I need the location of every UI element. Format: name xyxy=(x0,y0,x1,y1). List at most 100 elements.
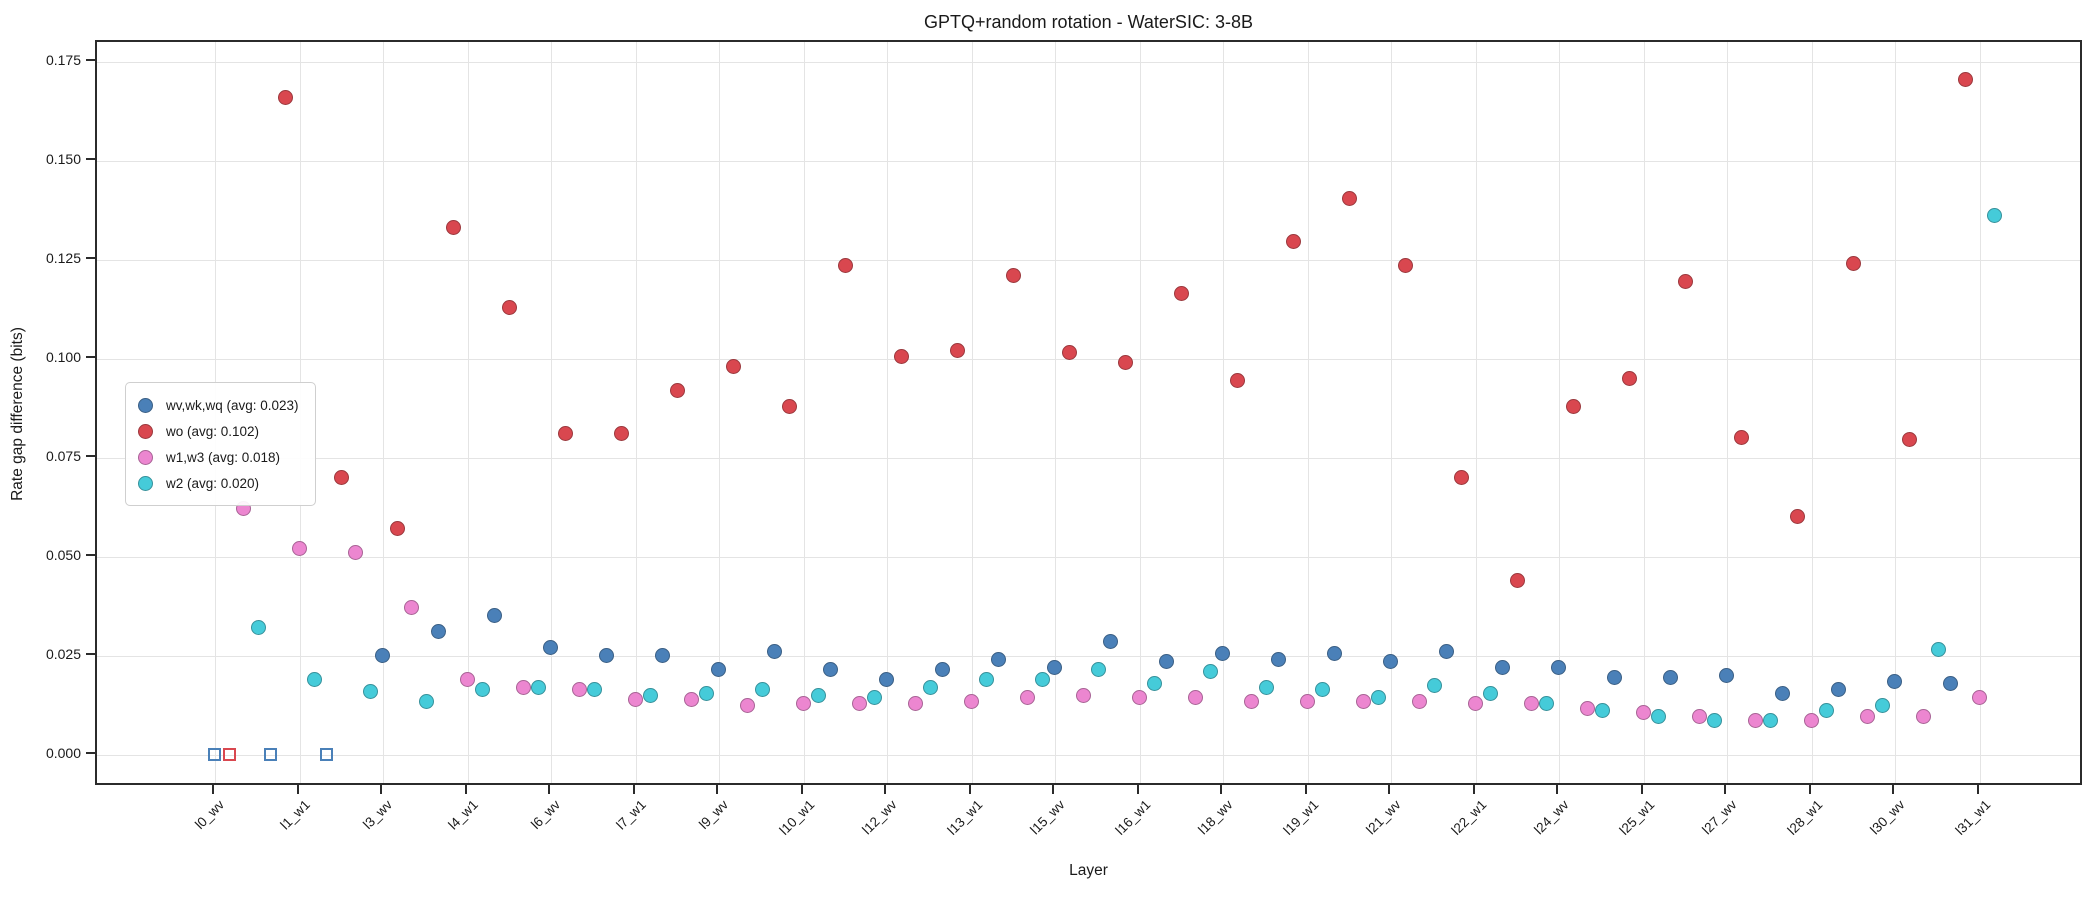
y-tick-label: 0.000 xyxy=(45,745,81,761)
y-tick-label: 0.175 xyxy=(45,52,81,68)
scatter-point-w2 xyxy=(251,620,266,636)
x-tick-label: l16_w1 xyxy=(1112,797,1153,838)
scatter-point-w2 xyxy=(1819,703,1834,719)
x-gridline xyxy=(1895,42,1896,783)
scatter-point-wo xyxy=(1397,257,1413,273)
scatter-point-w2 xyxy=(531,679,546,695)
scatter-point-wv,wk,wq xyxy=(1215,646,1230,662)
scatter-point-w2 xyxy=(923,679,938,695)
scatter-point-w2 xyxy=(979,671,994,687)
legend-marker-circle xyxy=(138,397,153,413)
scatter-point-wo xyxy=(1621,370,1637,386)
scatter-point-wv,wk,wq xyxy=(599,648,614,663)
scatter-point-wv,wk,wq xyxy=(1831,681,1846,697)
scatter-point-w2 xyxy=(307,671,322,687)
scatter-point-wv,wk,wq xyxy=(1887,673,1902,689)
scatter-point-w2 xyxy=(1315,681,1330,697)
scatter-point-w1,w3 xyxy=(852,695,868,711)
y-tick-mark xyxy=(86,257,95,259)
y-tick-mark xyxy=(86,356,95,358)
scatter-point-w2 xyxy=(1931,642,1946,658)
x-tick-label: l4_w1 xyxy=(445,797,481,833)
x-tick-mark xyxy=(465,785,468,794)
x-gridline xyxy=(1812,42,1814,783)
scatter-point-wv,wk,wq xyxy=(1775,685,1790,701)
x-tick-label: l22_w1 xyxy=(1448,797,1489,838)
scatter-point-wv,wk,wq xyxy=(1943,675,1958,691)
y-gridline xyxy=(97,359,2080,360)
scatter-point-w1,w3 xyxy=(404,600,420,616)
x-tick-label: l0_wv xyxy=(192,797,228,833)
x-gridline xyxy=(1055,42,1056,783)
scatter-point-wo xyxy=(725,358,741,374)
x-tick-mark xyxy=(548,785,550,794)
scatter-point-wo xyxy=(501,299,517,315)
x-tick-mark xyxy=(716,785,718,794)
scatter-point-wo xyxy=(1565,398,1581,414)
scatter-point-w1,w3 xyxy=(1636,705,1652,721)
x-gridline xyxy=(1391,42,1392,783)
scatter-point-wo xyxy=(557,426,573,442)
scatter-point-w2 xyxy=(755,681,770,697)
x-tick-label: l21_wv xyxy=(1363,797,1404,838)
x-gridline xyxy=(1140,42,1142,783)
x-gridline xyxy=(1644,42,1646,783)
scatter-point-wo xyxy=(1117,354,1133,370)
scatter-point-wo xyxy=(1957,71,1973,87)
scatter-point-wv,wk,wq xyxy=(879,671,894,687)
x-tick-label: l18_wv xyxy=(1195,797,1236,838)
scatter-point-w2 xyxy=(643,687,658,703)
scatter-point-w2 xyxy=(1651,709,1666,725)
scatter-point-w2 xyxy=(363,683,378,699)
y-tick-label: 0.075 xyxy=(45,448,81,464)
y-tick-mark xyxy=(86,59,95,61)
x-gridline xyxy=(887,42,888,783)
scatter-point-w2 xyxy=(1259,679,1274,695)
y-gridline xyxy=(97,260,2080,261)
scatter-point-w1,w3 xyxy=(684,691,700,707)
scatter-point-wv,wk,wq xyxy=(1159,653,1174,669)
scatter-point-wo xyxy=(1061,345,1077,361)
x-tick-label: l30_wv xyxy=(1867,797,1908,838)
x-gridline xyxy=(468,42,470,783)
x-tick-mark xyxy=(1305,785,1308,794)
x-tick-mark xyxy=(884,785,886,794)
scatter-point-wo xyxy=(1229,372,1245,388)
scatter-point-wo xyxy=(949,343,965,359)
x-tick-label: l9_wv xyxy=(696,797,732,833)
legend: wv,wk,wq (avg: 0.023) wo (avg: 0.102) w1… xyxy=(125,382,316,506)
x-tick-mark xyxy=(1220,785,1222,794)
y-tick-label: 0.150 xyxy=(45,151,81,167)
scatter-point-wv,wk,wq xyxy=(375,648,390,663)
x-gridline xyxy=(1980,42,1982,783)
zero-marker-square-wv,wk,wq xyxy=(208,748,221,761)
x-tick-label: l12_wv xyxy=(859,797,900,838)
scatter-point-w1,w3 xyxy=(516,679,532,695)
y-tick-label: 0.025 xyxy=(45,646,81,662)
scatter-point-w2 xyxy=(1763,713,1778,729)
scatter-point-w1,w3 xyxy=(1132,689,1148,705)
legend-item: w1,w3 (avg: 0.018) xyxy=(138,444,299,470)
x-gridline xyxy=(804,42,806,783)
scatter-point-wo xyxy=(1509,572,1525,588)
scatter-point-w2 xyxy=(475,681,490,697)
y-tick-mark xyxy=(86,554,95,556)
x-gridline xyxy=(383,42,384,783)
y-gridline xyxy=(97,161,2080,162)
scatter-point-wv,wk,wq xyxy=(655,648,670,663)
scatter-point-wo xyxy=(1845,255,1861,271)
scatter-point-w1,w3 xyxy=(908,695,924,711)
scatter-point-wv,wk,wq xyxy=(431,624,446,640)
scatter-point-wv,wk,wq xyxy=(1383,653,1398,669)
scatter-point-wv,wk,wq xyxy=(487,608,502,624)
scatter-point-w2 xyxy=(1707,713,1722,729)
scatter-point-wo xyxy=(669,382,685,398)
x-tick-mark xyxy=(1809,785,1812,794)
scatter-point-wo xyxy=(781,398,797,414)
scatter-point-wv,wk,wq xyxy=(1663,669,1678,685)
scatter-point-wv,wk,wq xyxy=(1495,659,1510,675)
scatter-point-wo xyxy=(1453,469,1469,485)
x-tick-label: l7_w1 xyxy=(613,797,649,833)
x-tick-mark xyxy=(297,785,300,794)
plot-area: wv,wk,wq (avg: 0.023) wo (avg: 0.102) w1… xyxy=(95,40,2082,785)
